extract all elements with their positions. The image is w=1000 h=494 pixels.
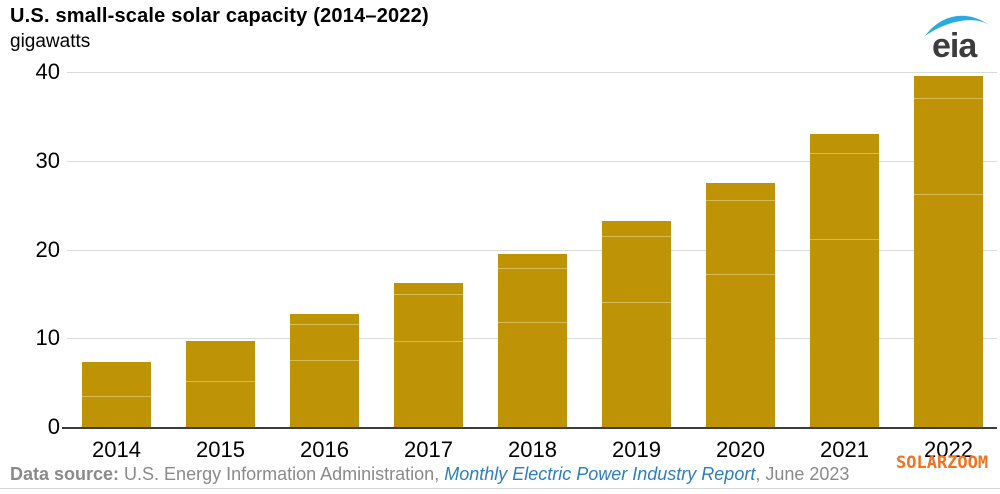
- bar-2021-segment-divider: [810, 238, 879, 240]
- x-axis-label-2014: 2014: [92, 437, 141, 462]
- x-axis-label-2016: 2016: [300, 437, 349, 462]
- x-axis-label-2019: 2019: [612, 437, 661, 462]
- bar-2018-segment-divider: [498, 322, 567, 324]
- y-axis-label-10: 10: [35, 325, 60, 351]
- eia-logo-graphic: eia: [925, 15, 989, 65]
- bar-2017: [394, 283, 463, 427]
- bar-2020-segment-divider: [706, 274, 775, 276]
- eia-logo: eia: [922, 8, 992, 65]
- chart-units-label: gigawatts: [10, 31, 91, 52]
- x-axis-label-2018: 2018: [508, 437, 557, 462]
- bar-2019-segment-divider: [602, 236, 671, 238]
- bar-2016-segment-divider: [290, 360, 359, 362]
- bottom-divider: [0, 488, 1000, 489]
- bar-2019-segment-divider: [602, 301, 671, 303]
- data-source-note: Data source: U.S. Energy Information Adm…: [10, 464, 849, 485]
- x-axis-line: [62, 427, 997, 429]
- bar-2018: [498, 253, 567, 427]
- bar-2015: [186, 340, 255, 427]
- bar-2022: [914, 76, 983, 427]
- bar-2022-segment-divider: [914, 194, 983, 196]
- y-axis-label-40: 40: [35, 59, 60, 84]
- data-source-text: U.S. Energy Information Administration,: [119, 464, 445, 484]
- data-source-label: Data source:: [10, 464, 120, 484]
- bar-2020-segment-divider: [706, 199, 775, 201]
- eia-logo-text: eia: [932, 27, 978, 62]
- y-axis-label-30: 30: [35, 147, 60, 173]
- bar-2017-segment-divider: [394, 293, 463, 295]
- bar-2017-segment-divider: [394, 340, 463, 342]
- y-axis-label-0: 0: [47, 414, 60, 439]
- bar-2022-segment-divider: [914, 97, 983, 99]
- x-axis-label-2015: 2015: [196, 437, 245, 462]
- x-axis-label-2022: 2022: [924, 437, 973, 462]
- bar-2020: [706, 182, 775, 427]
- bar-2018-segment-divider: [498, 268, 567, 270]
- gridline-40: [67, 72, 997, 73]
- bar-2019: [602, 221, 671, 427]
- x-axis-label-2021: 2021: [820, 437, 869, 462]
- bar-2015-segment-divider: [186, 380, 255, 382]
- gridline-30: [67, 160, 997, 162]
- bar-2014: [82, 362, 151, 427]
- bar-2014-segment-divider: [82, 395, 151, 397]
- data-source-date: , June 2023: [755, 464, 850, 484]
- solarzoom-watermark: SOLARZOOM: [896, 453, 989, 473]
- bar-2016: [290, 314, 359, 427]
- eia-swoosh-icon: [925, 15, 989, 36]
- bar-2021-segment-divider: [810, 152, 879, 154]
- report-link[interactable]: Monthly Electric Power Industry Report: [444, 464, 756, 484]
- y-axis-label-20: 20: [35, 236, 60, 262]
- bar-2016-segment-divider: [290, 323, 359, 325]
- x-axis-label-2017: 2017: [404, 437, 453, 462]
- bar-2021: [810, 134, 879, 427]
- gridline-20: [67, 249, 997, 251]
- x-axis-label-2020: 2020: [716, 437, 765, 462]
- plot-area: 0 10 20 30 40 2014 2015 2016 2017 2018 2019 2020 202…: [36, 59, 997, 462]
- chart-title: U.S. small-scale solar capacity (2014–20…: [10, 5, 429, 27]
